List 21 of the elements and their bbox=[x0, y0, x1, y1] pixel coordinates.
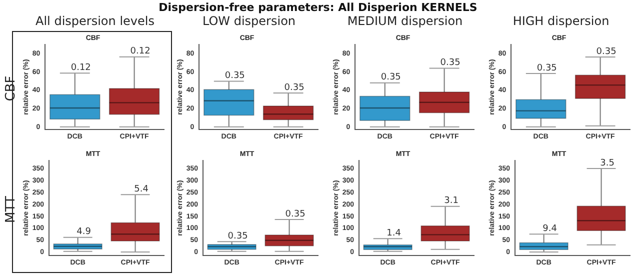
chart-subtitle: All dispersion levels bbox=[34, 14, 156, 28]
chart-subtitle: MEDIUM dispersion bbox=[346, 14, 464, 28]
annotation: 0.35 bbox=[380, 72, 401, 83]
annotation: 0.35 bbox=[536, 63, 557, 74]
annotation: 0.35 bbox=[440, 58, 460, 68]
annotation: 1.4 bbox=[386, 228, 402, 238]
annotation: 0.35 bbox=[284, 82, 304, 93]
annotation: 0.12 bbox=[70, 63, 91, 74]
annotation: 0.35 bbox=[596, 46, 616, 57]
annotation: 5.4 bbox=[134, 184, 149, 195]
annotation: 3.5 bbox=[600, 158, 614, 168]
annotation: 0.12 bbox=[130, 46, 150, 57]
annotation: 0.35 bbox=[228, 231, 248, 242]
annotation: 4.9 bbox=[76, 227, 92, 238]
annotation: 9.4 bbox=[542, 224, 558, 234]
annotation: 0.35 bbox=[224, 71, 245, 82]
text: Dispersion-free parameters: All Disperion KERNELS bbox=[158, 1, 478, 14]
annotation: 3.1 bbox=[444, 196, 458, 206]
chart-subtitle: HIGH dispersion bbox=[512, 14, 610, 28]
annotation: 0.35 bbox=[285, 209, 306, 220]
chart-subtitle: LOW dispersion bbox=[201, 14, 297, 28]
